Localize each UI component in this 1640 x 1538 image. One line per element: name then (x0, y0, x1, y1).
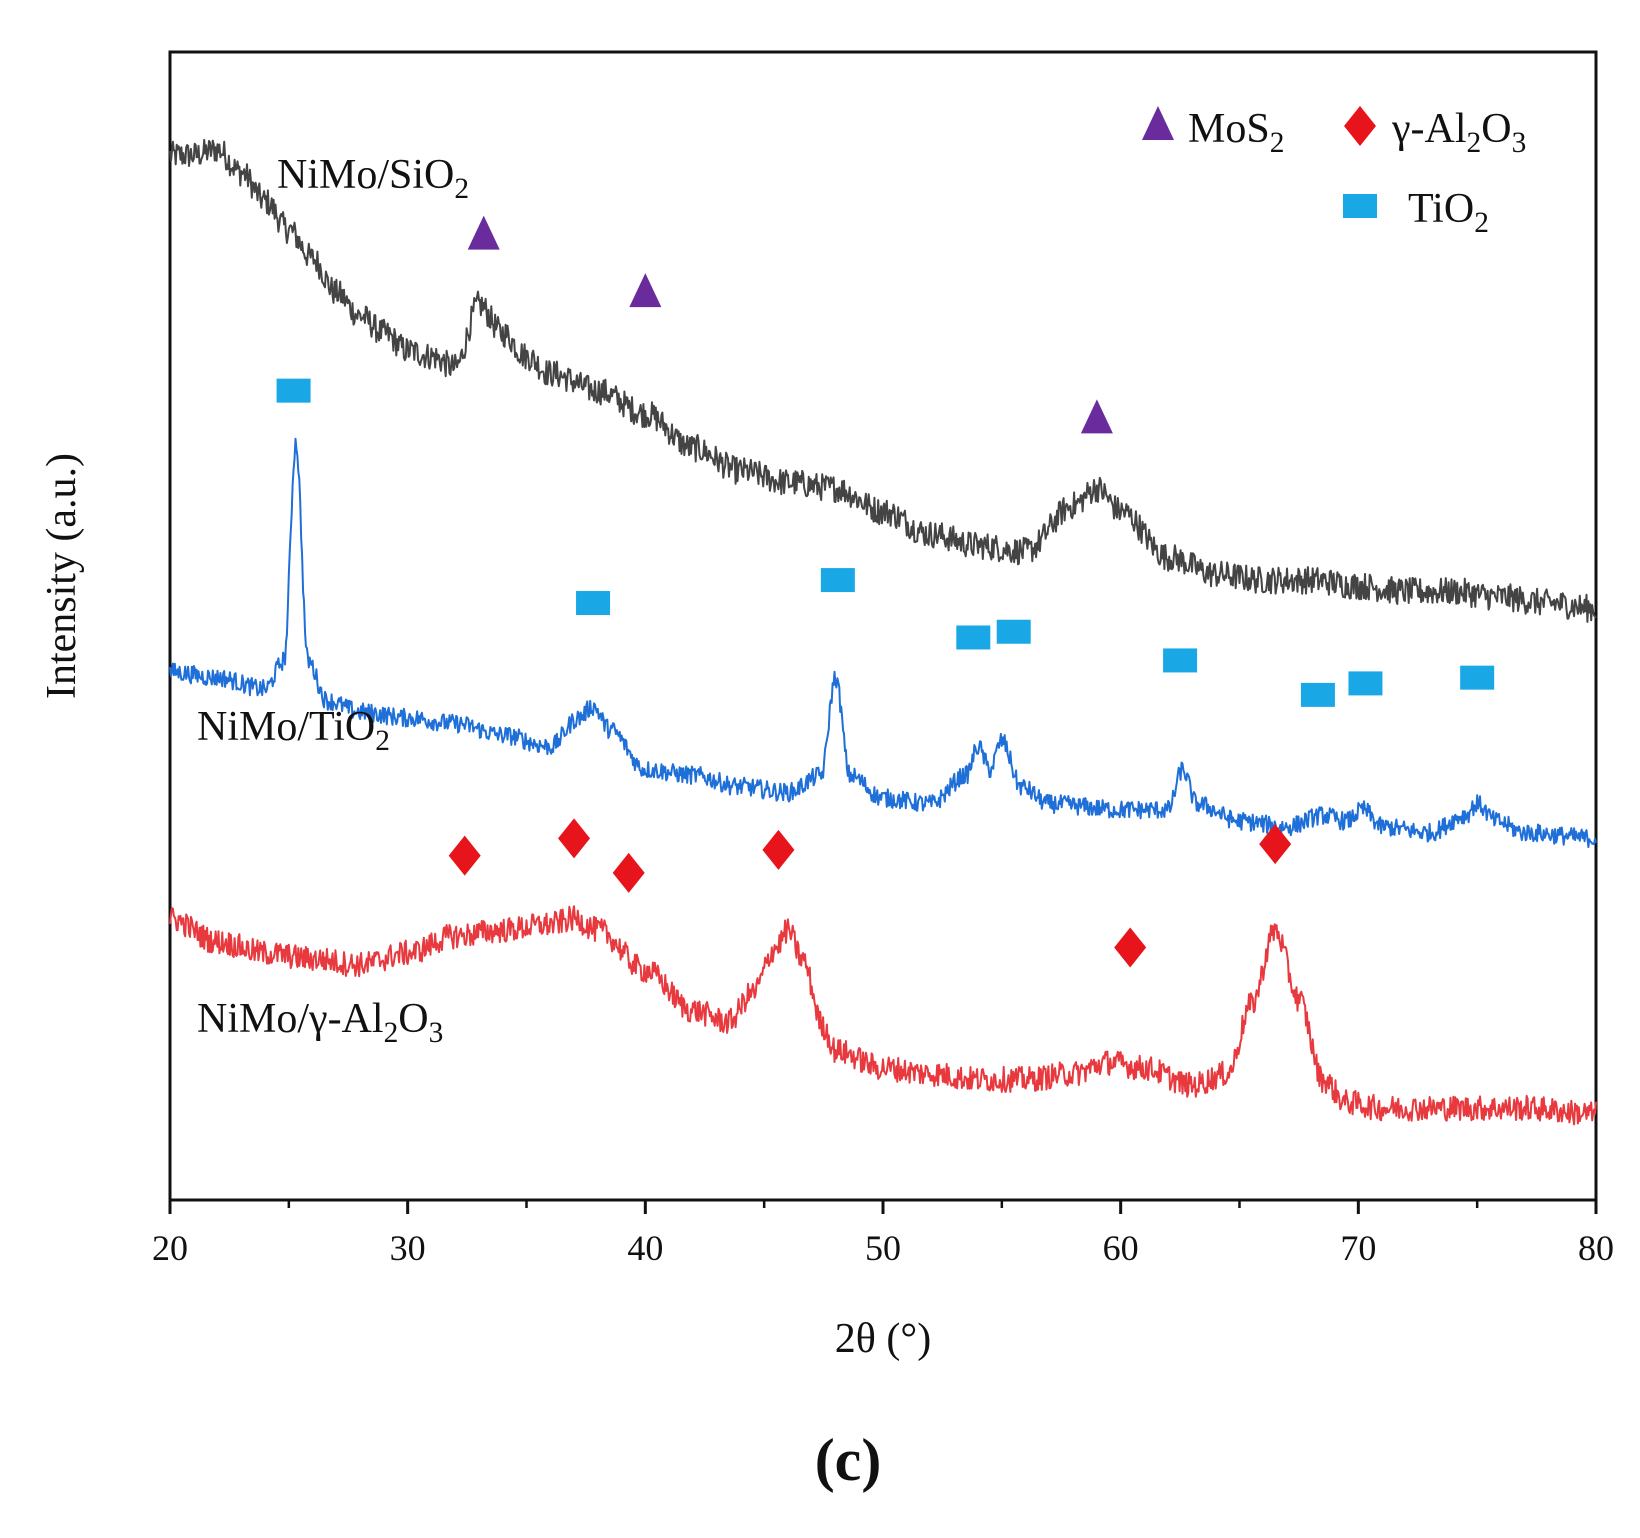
peak-marker-square (276, 378, 311, 403)
x-tick-label: 30 (390, 1228, 426, 1268)
x-tick-label: 80 (1578, 1228, 1614, 1268)
legend-triangle-icon (1142, 106, 1174, 140)
series-label-0: NiMo/SiO2 (277, 152, 469, 205)
x-tick-label: 50 (865, 1228, 901, 1268)
peak-marker-diamond (762, 829, 795, 870)
peak-marker-diamond (448, 835, 481, 876)
legend-item-label: MoS2 (1188, 106, 1284, 159)
peak-marker-square (1460, 665, 1495, 690)
legend-item-label: γ-Al2O3 (1391, 106, 1526, 159)
peak-marker-square (1163, 648, 1198, 673)
y-axis-title: Intensity (a.u.) (39, 453, 85, 699)
x-tick-label: 70 (1340, 1228, 1376, 1268)
legend-square-icon (1343, 194, 1377, 218)
peak-marker-square (1348, 671, 1383, 696)
peak-marker-square (820, 568, 855, 593)
peak-marker-triangle (467, 215, 500, 250)
x-axis-title: 2θ (°) (835, 1316, 931, 1362)
peak-marker-triangle (1080, 399, 1113, 434)
legend-item-label: TiO2 (1408, 186, 1489, 239)
series-labels: NiMo/SiO2 NiMo/TiO2 NiMo/γ-Al2O3 (197, 152, 469, 1049)
peak-marker-diamond (612, 852, 645, 893)
legend-diamond-icon (1344, 106, 1376, 146)
x-tick-label: 40 (627, 1228, 663, 1268)
peak-marker-diamond (1259, 824, 1292, 865)
legend: MoS2 γ-Al2O3 TiO2 (1142, 106, 1526, 239)
panel-label: (c) (815, 1427, 882, 1493)
peak-marker-diamond (558, 818, 591, 859)
series-line-0 (169, 138, 1597, 623)
series-line-2 (169, 905, 1597, 1126)
x-tick-label: 20 (152, 1228, 188, 1268)
peak-marker-square (956, 625, 991, 650)
series-line-1 (169, 437, 1597, 849)
series-layer (169, 138, 1597, 1126)
series-label-1: NiMo/TiO2 (197, 704, 390, 757)
peak-marker-triangle (629, 273, 662, 308)
x-axis: 20 30 40 50 60 70 80 (152, 1200, 1614, 1268)
peak-marker-diamond (1114, 927, 1147, 968)
peak-marker-square (576, 591, 611, 616)
peak-marker-square (1300, 682, 1335, 707)
peak-marker-square (996, 619, 1031, 644)
peak-marker-layer (276, 215, 1495, 968)
series-label-2: NiMo/γ-Al2O3 (197, 996, 443, 1049)
x-tick-label: 60 (1103, 1228, 1139, 1268)
